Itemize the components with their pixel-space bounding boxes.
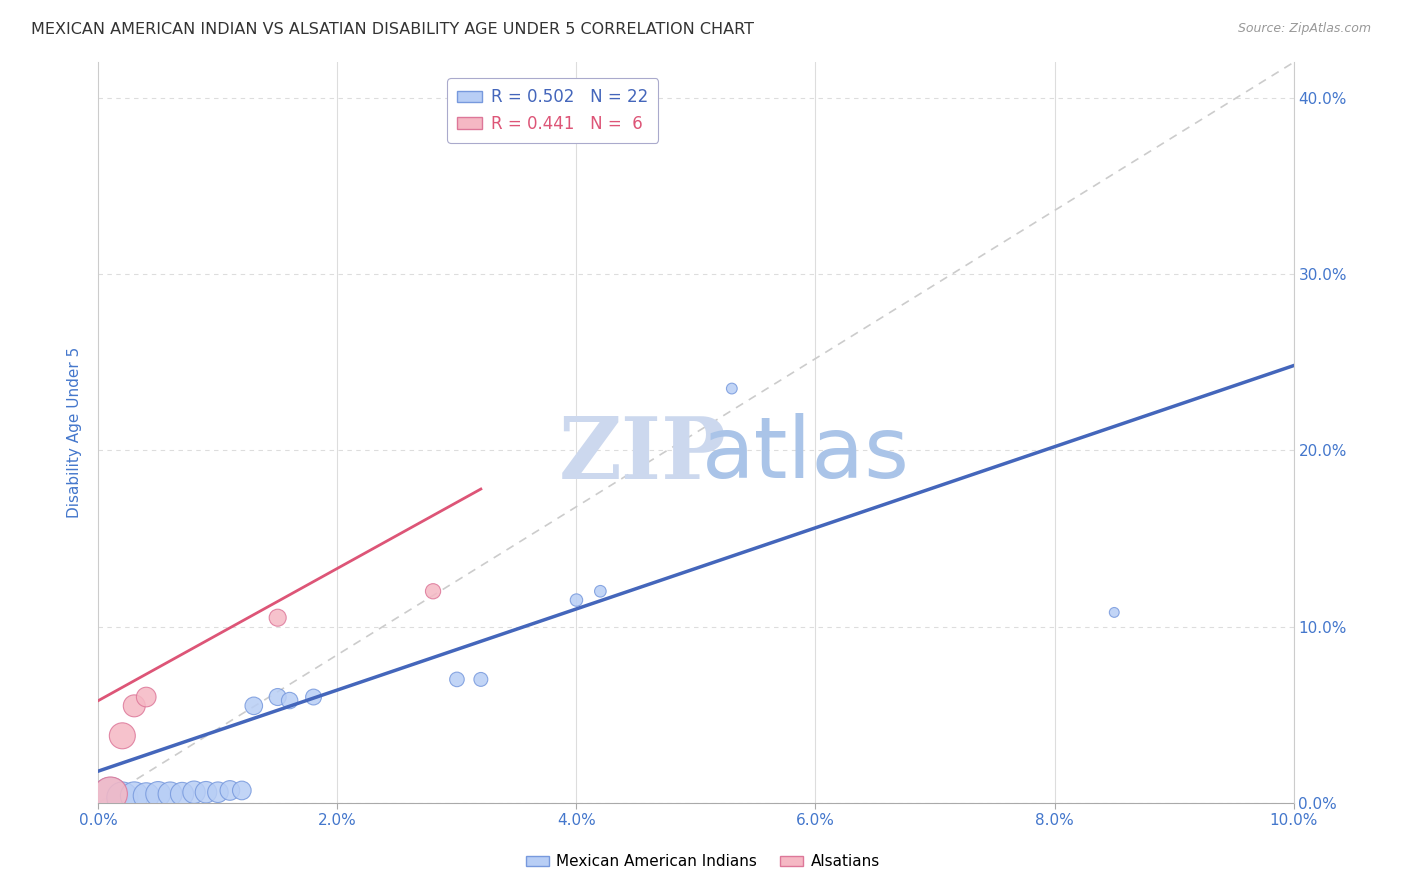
Point xyxy=(98,787,122,801)
Point xyxy=(172,787,194,801)
Point xyxy=(267,690,290,704)
Point xyxy=(721,382,744,396)
Point xyxy=(159,787,181,801)
Point xyxy=(278,693,301,707)
Point xyxy=(589,584,612,599)
Point xyxy=(243,698,266,713)
Point xyxy=(267,610,290,624)
Text: ZIP: ZIP xyxy=(558,413,727,497)
Point xyxy=(111,729,134,743)
Point xyxy=(422,584,444,599)
Point xyxy=(183,785,205,799)
Point xyxy=(565,593,588,607)
Point xyxy=(135,690,157,704)
Point xyxy=(111,790,134,805)
Point xyxy=(124,789,146,803)
Text: Source: ZipAtlas.com: Source: ZipAtlas.com xyxy=(1237,22,1371,36)
Y-axis label: Disability Age Under 5: Disability Age Under 5 xyxy=(67,347,83,518)
Point xyxy=(446,673,468,687)
Point xyxy=(470,673,492,687)
Point xyxy=(148,787,170,801)
Point xyxy=(124,698,146,713)
Point xyxy=(98,789,122,803)
Point xyxy=(135,789,157,803)
Point xyxy=(207,785,229,799)
Point xyxy=(231,783,253,797)
Point xyxy=(195,785,218,799)
Legend: R = 0.502   N = 22, R = 0.441   N =  6: R = 0.502 N = 22, R = 0.441 N = 6 xyxy=(447,78,658,143)
Point xyxy=(302,690,325,704)
Point xyxy=(1104,606,1126,620)
Legend: Mexican American Indians, Alsatians: Mexican American Indians, Alsatians xyxy=(520,848,886,875)
Text: MEXICAN AMERICAN INDIAN VS ALSATIAN DISABILITY AGE UNDER 5 CORRELATION CHART: MEXICAN AMERICAN INDIAN VS ALSATIAN DISA… xyxy=(31,22,754,37)
Text: atlas: atlas xyxy=(702,413,910,496)
Point xyxy=(219,783,242,797)
